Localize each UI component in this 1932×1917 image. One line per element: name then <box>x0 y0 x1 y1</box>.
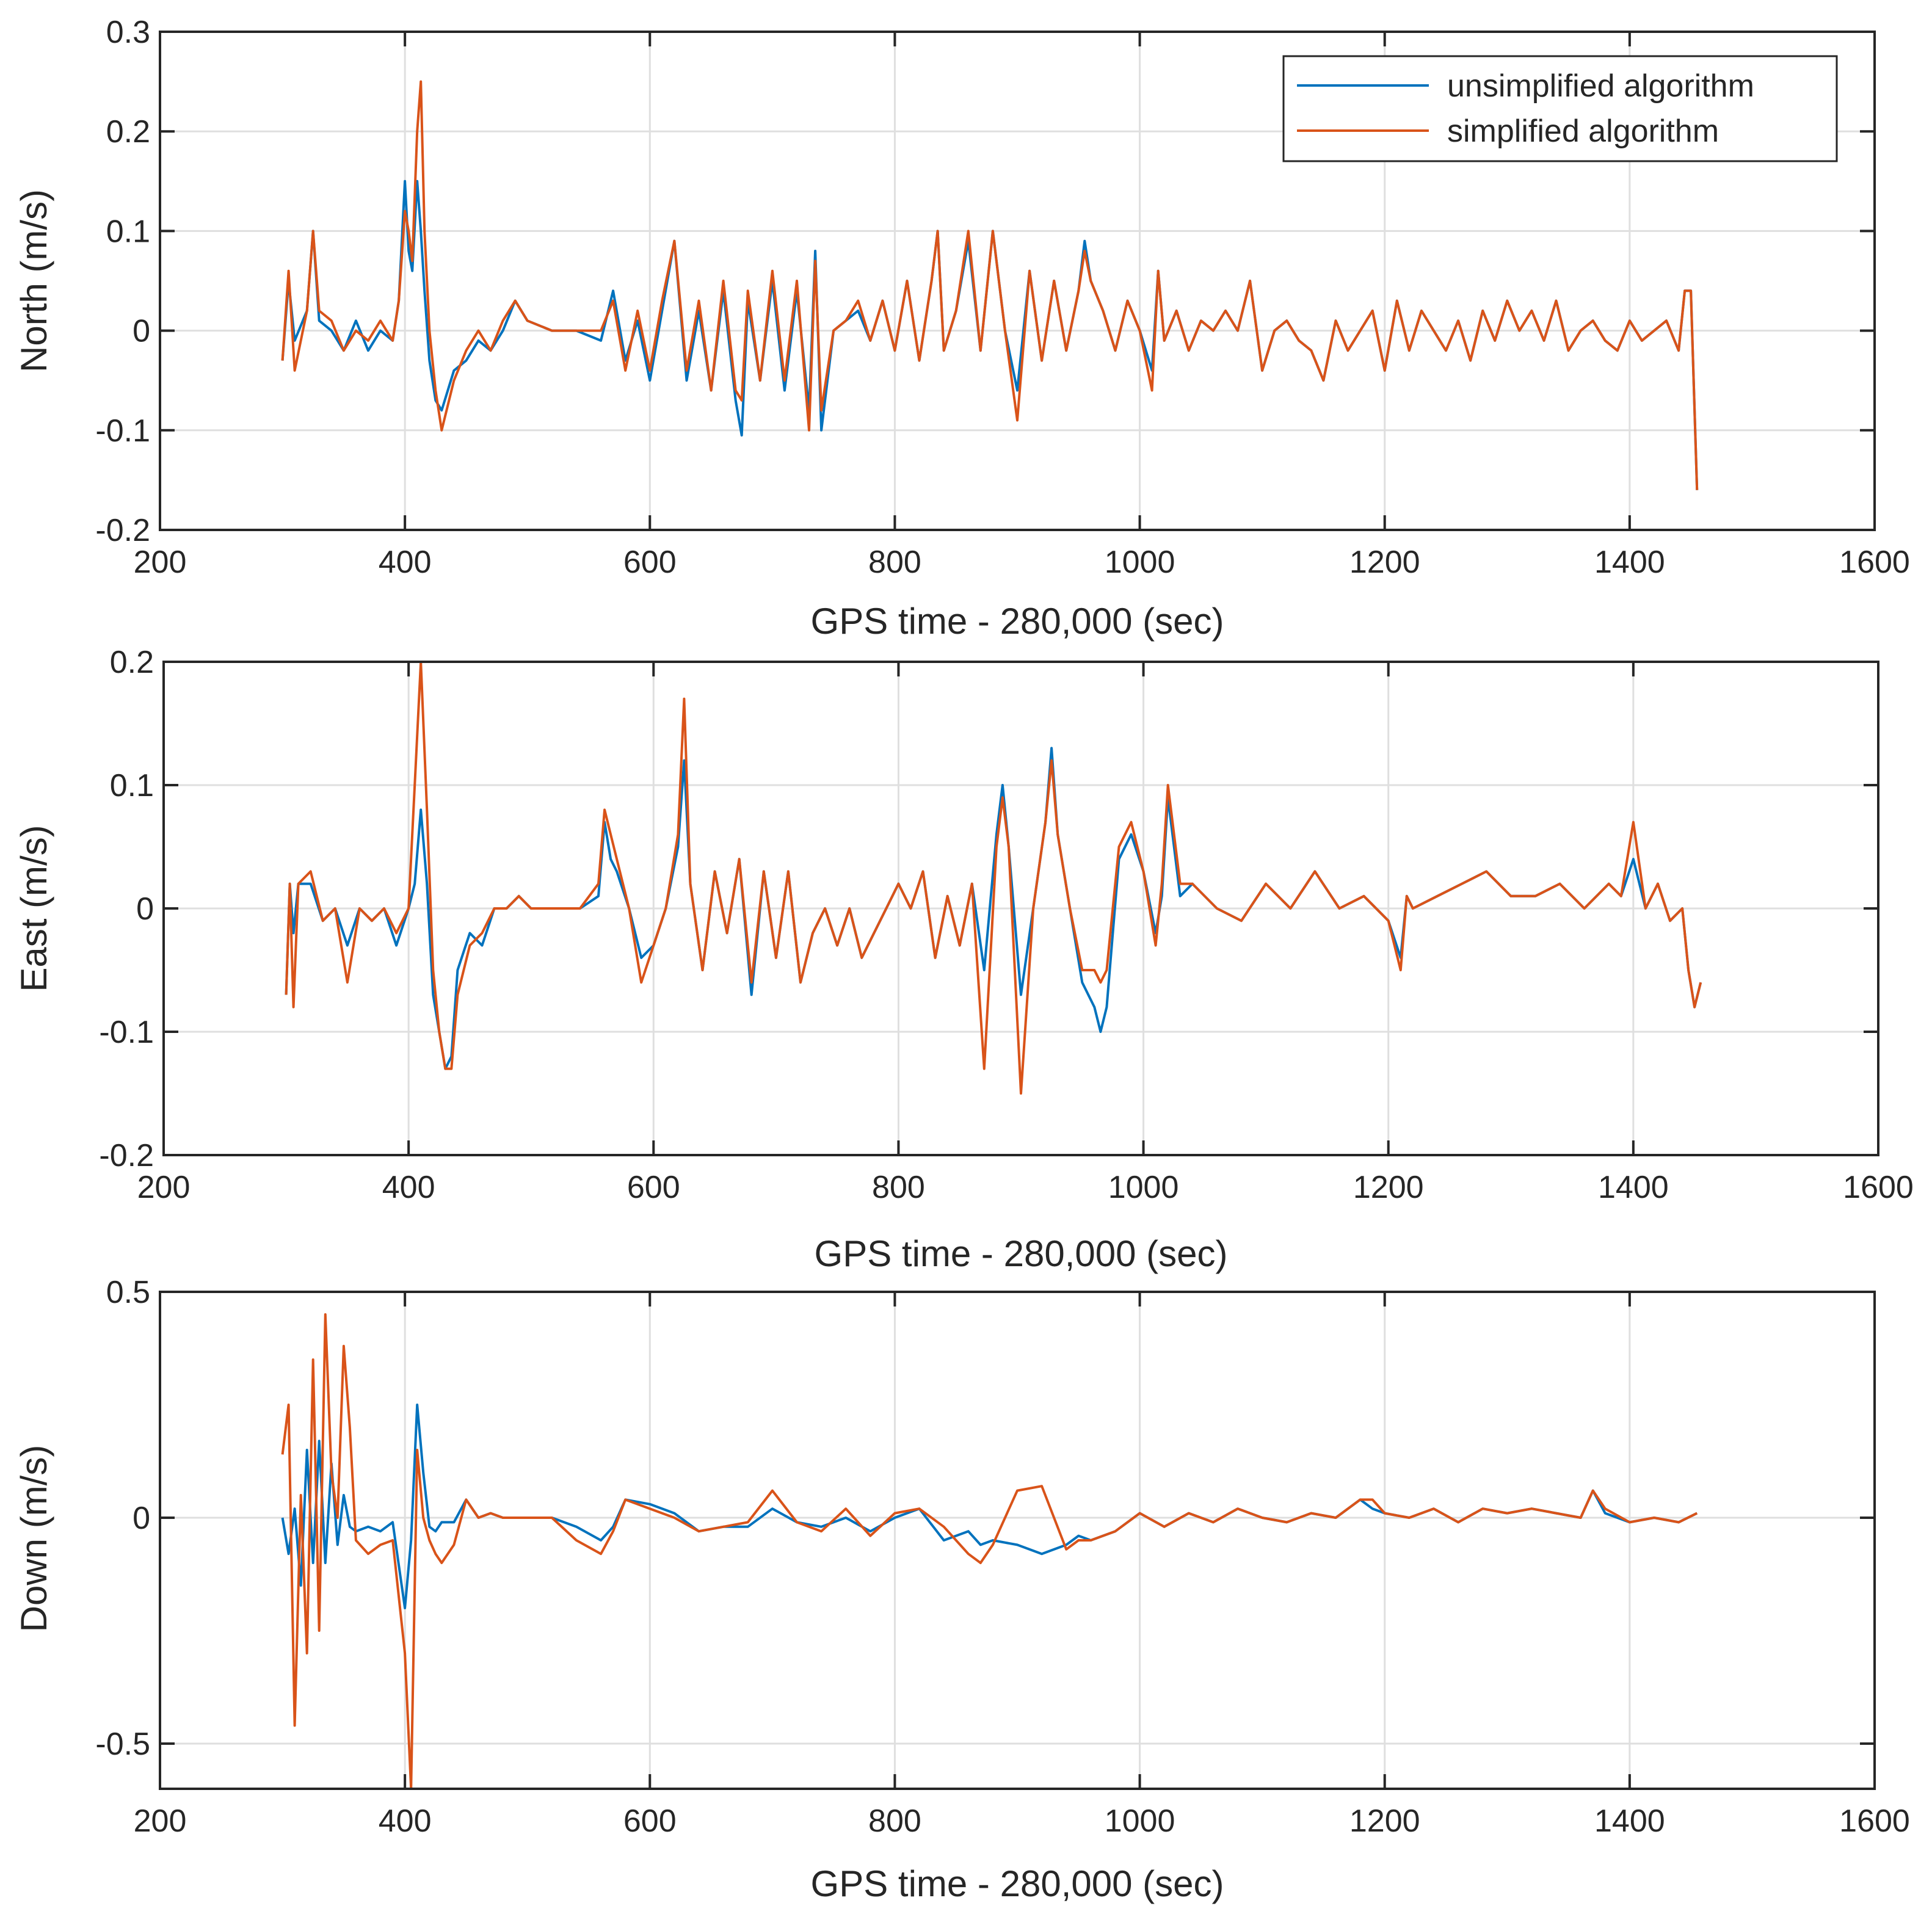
down-axes-box <box>159 1291 1876 1790</box>
y-tick-label: -0.1 <box>99 1015 154 1050</box>
north-ticks: 200 400 600 800 1000 1200 1400 1600 -0.2 -0.1 0 0.1… <box>95 15 1909 580</box>
x-tick-label: 400 <box>379 1803 432 1839</box>
x-tick-label: 600 <box>623 1803 677 1839</box>
x-tick-label: 1000 <box>1105 1803 1175 1839</box>
x-tick-label: 1600 <box>1843 1170 1914 1205</box>
east-ticks: 200 400 600 800 1000 1200 1400 1600 -0.2 -0.1 0 0.1… <box>99 645 1913 1205</box>
north-series <box>281 80 1699 490</box>
legend-label-unsimplified: unsimplified algorithm <box>1447 68 1754 104</box>
down-ylabel: Down (m/s) <box>13 1445 54 1633</box>
x-tick-label: 800 <box>872 1170 925 1205</box>
north-panel: 200 400 600 800 1000 1200 1400 1600 -0.2 -0.1 0 0.1… <box>13 15 1910 642</box>
east-ylabel: East (m/s) <box>13 825 54 991</box>
x-tick-label: 600 <box>623 545 677 580</box>
east-series <box>285 661 1702 1095</box>
x-tick-label: 800 <box>868 545 921 580</box>
x-tick-label: 1200 <box>1353 1170 1424 1205</box>
east-panel: 200 400 600 800 1000 1200 1400 1600 -0.2 -0.1 0 0.1… <box>13 645 1914 1274</box>
east-xlabel: GPS time - 280,000 (sec) <box>815 1233 1228 1274</box>
y-tick-label: -0.5 <box>95 1727 150 1762</box>
y-tick-label: 0 <box>136 891 154 927</box>
series-line-unsimplified <box>281 1404 1698 1609</box>
x-tick-label: 600 <box>627 1170 680 1205</box>
x-tick-label: 1600 <box>1839 1803 1910 1839</box>
y-tick-label: 0.1 <box>106 214 150 249</box>
x-tick-label: 400 <box>382 1170 435 1205</box>
series-line-unsimplified <box>281 179 1699 490</box>
y-tick-label: 0.1 <box>110 768 154 803</box>
series-line-simplified <box>281 1313 1698 1790</box>
down-xlabel: GPS time - 280,000 (sec) <box>811 1863 1224 1904</box>
x-tick-label: 200 <box>134 1803 187 1839</box>
y-tick-label: 0 <box>133 314 150 349</box>
x-tick-label: 1200 <box>1349 545 1420 580</box>
x-tick-label: 1000 <box>1108 1170 1179 1205</box>
legend-box <box>1282 55 1838 162</box>
x-tick-label: 200 <box>134 545 187 580</box>
y-tick-label: 0 <box>133 1501 150 1536</box>
north-xlabel: GPS time - 280,000 (sec) <box>811 601 1224 642</box>
x-tick-label: 1400 <box>1598 1170 1669 1205</box>
x-tick-label: 200 <box>137 1170 191 1205</box>
north-axes-box <box>159 31 1876 531</box>
down-ticks: 200 400 600 800 1000 1200 1400 1600 -0.5 0 0.5 <box>95 1275 1909 1839</box>
y-tick-label: -0.2 <box>99 1138 154 1173</box>
y-tick-label: 0.2 <box>106 114 150 150</box>
y-tick-label: -0.1 <box>95 413 150 449</box>
east-axes-box <box>162 661 1879 1156</box>
x-tick-label: 800 <box>868 1803 921 1839</box>
y-tick-label: 0.2 <box>110 645 154 680</box>
x-tick-label: 1000 <box>1105 545 1175 580</box>
y-tick-label: 0.5 <box>106 1275 150 1310</box>
x-tick-label: 1400 <box>1594 1803 1665 1839</box>
series-line-simplified <box>281 80 1699 490</box>
down-grid <box>159 1291 1876 1789</box>
legend-label-simplified: simplified algorithm <box>1447 114 1719 149</box>
x-tick-label: 1400 <box>1594 545 1665 580</box>
north-ylabel: North (m/s) <box>13 189 54 372</box>
x-tick-label: 1600 <box>1839 545 1910 580</box>
series-line-simplified <box>285 661 1702 1095</box>
x-tick-label: 1200 <box>1349 1803 1420 1839</box>
down-panel: 200 400 600 800 1000 1200 1400 1600 -0.5 0 0.5 GPS… <box>13 1275 1910 1904</box>
legend: unsimplified algorithm simplified algori… <box>1282 55 1838 162</box>
x-tick-label: 400 <box>379 545 432 580</box>
y-tick-label: -0.2 <box>95 513 150 548</box>
y-tick-label: 0.3 <box>106 15 150 50</box>
down-series <box>281 1313 1698 1790</box>
